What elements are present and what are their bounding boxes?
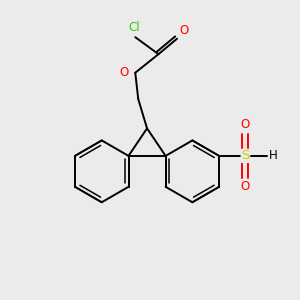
Text: S: S xyxy=(241,149,250,162)
Text: O: O xyxy=(120,66,129,79)
Text: O: O xyxy=(241,118,250,131)
Text: Cl: Cl xyxy=(128,21,140,34)
Text: H: H xyxy=(269,149,278,162)
Text: O: O xyxy=(241,181,250,194)
Text: O: O xyxy=(179,24,189,37)
